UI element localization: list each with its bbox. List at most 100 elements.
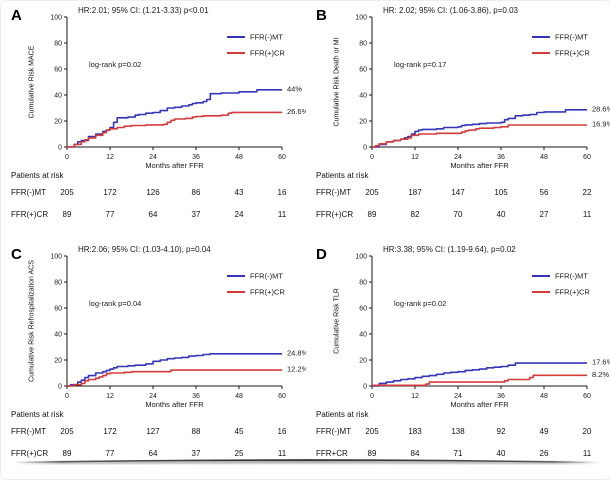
risk-count-value: 205	[365, 427, 379, 436]
y-tick-label: 0	[363, 145, 367, 152]
risk-row-label: FFR(-)MT	[11, 188, 47, 197]
panel-letter: A	[11, 7, 22, 24]
y-tick-label: 20	[54, 119, 62, 126]
y-tick-label: 20	[359, 119, 367, 126]
x-tick-label: 48	[235, 393, 243, 400]
panel-d-tlr: D Cumulative Risk TLR 0 20 40 60 80 100 0 12 24 3…	[306, 240, 610, 479]
risk-count-value: 37	[191, 210, 201, 219]
x-tick-label: 60	[583, 154, 591, 161]
km-curve	[67, 353, 282, 387]
risk-count-value: 127	[146, 427, 160, 436]
risk-row-label: FFR(+)CR	[316, 210, 354, 219]
logrank-label: log-rank p=0.17	[394, 60, 446, 69]
panel-letter: B	[316, 7, 327, 24]
risk-count-value: 86	[191, 188, 201, 197]
end-percentage-label: 28.6%	[592, 104, 610, 113]
risk-count-value: 92	[496, 427, 506, 436]
risk-table-header: Patients at risk	[316, 410, 369, 419]
risk-table-header: Patients at risk	[11, 171, 64, 180]
y-tick-label: 100	[355, 254, 367, 261]
risk-table-header: Patients at risk	[11, 410, 64, 419]
risk-count-value: 49	[539, 427, 549, 436]
risk-table-row: FFR(-)MT 205 172 127 88 45 16	[1, 427, 306, 439]
km-plot: 0 20 40 60 80 100 0 12 24 36 48 60 HR:2.06; 95% CI: …	[50, 245, 306, 409]
risk-count-value: 16	[277, 188, 287, 197]
y-tick-label: 80	[54, 41, 62, 48]
y-tick-label: 60	[54, 306, 62, 313]
risk-count-value: 172	[103, 188, 117, 197]
x-tick-label: 60	[278, 154, 286, 161]
x-tick-label: 36	[497, 154, 505, 161]
risk-count-value: 77	[105, 449, 115, 458]
risk-count-value: 56	[539, 188, 549, 197]
y-tick-label: 60	[359, 306, 367, 313]
x-tick-label: 48	[235, 154, 243, 161]
risk-count-value: 22	[582, 188, 592, 197]
y-tick-label: 40	[359, 93, 367, 100]
risk-count-value: 147	[451, 188, 465, 197]
risk-count-value: 11	[582, 449, 592, 458]
risk-count-value: 26	[539, 449, 549, 458]
end-percentage-label: 8.2%	[592, 370, 609, 379]
x-axis-label: Months after FFR	[145, 400, 204, 409]
legend-label: FFR(+)CR	[555, 288, 590, 297]
end-percentage-label: 17.6%	[592, 358, 610, 367]
y-tick-label: 0	[363, 384, 367, 391]
x-tick-label: 12	[106, 393, 114, 400]
logrank-label: log-rank p=0.04	[89, 299, 141, 308]
risk-count-value: 82	[410, 210, 420, 219]
panel-b-death-mi: B Cumulative Risk Death or MI 0 20 40 60 80 1…	[306, 1, 610, 240]
km-curve	[372, 362, 587, 387]
x-tick-label: 60	[583, 393, 591, 400]
risk-table-header: Patients at risk	[316, 171, 369, 180]
plot-title: HR:2.06; 95% CI: (1.03-4.10), p=0.04	[78, 245, 211, 254]
end-percentage-label: 12.2%	[287, 365, 306, 374]
plot-title: HR:3.38; 95% CI: (1.19-9.64), p=0.02	[383, 245, 516, 254]
risk-count-value: 183	[408, 427, 422, 436]
legend-label: FFR(-)MT	[555, 33, 588, 42]
end-percentage-label: 16.9%	[592, 120, 610, 129]
x-tick-label: 24	[454, 393, 462, 400]
km-curve	[372, 124, 587, 148]
y-tick-label: 0	[58, 384, 62, 391]
x-tick-label: 36	[192, 393, 200, 400]
risk-count-value: 88	[191, 427, 201, 436]
risk-table-row: FFR(+)CR 89 77 64 37 25 11	[1, 449, 306, 461]
x-tick-label: 0	[370, 393, 374, 400]
logrank-label: log-rank p=0.02	[89, 60, 141, 69]
risk-count-value: 172	[103, 427, 117, 436]
plot-title: HR:2.01; 95% CI: (1.21-3.33) p<0.01	[78, 6, 209, 15]
legend-label: FFR(+)CR	[250, 288, 285, 297]
end-percentage-label: 26.6%	[287, 107, 306, 116]
y-tick-label: 20	[54, 358, 62, 365]
legend-label: FFR(-)MT	[250, 33, 283, 42]
risk-table-row: FFR+CR 89 84 71 40 26 11	[306, 449, 610, 461]
risk-count-value: 43	[234, 188, 244, 197]
x-tick-label: 60	[278, 393, 286, 400]
y-tick-label: 40	[54, 93, 62, 100]
risk-count-value: 70	[453, 210, 463, 219]
risk-count-value: 89	[62, 210, 72, 219]
km-plot: 0 20 40 60 80 100 0 12 24 36 48 60 HR:3.38; 95% CI: …	[355, 245, 610, 409]
x-tick-label: 0	[65, 393, 69, 400]
plot-title: HR: 2.02; 95% CI: (1.06-3.86), p=0.03	[383, 6, 519, 15]
y-tick-label: 40	[359, 332, 367, 339]
risk-count-value: 89	[62, 449, 72, 458]
risk-count-value: 126	[146, 188, 160, 197]
x-tick-label: 24	[149, 154, 157, 161]
risk-count-value: 25	[234, 449, 244, 458]
risk-count-value: 64	[148, 210, 158, 219]
legend-label: FFR(+)CR	[555, 49, 590, 58]
y-tick-label: 20	[359, 358, 367, 365]
risk-count-value: 205	[60, 188, 74, 197]
risk-count-value: 89	[367, 210, 377, 219]
y-tick-label: 100	[50, 15, 62, 22]
risk-count-value: 105	[494, 188, 508, 197]
risk-row-label: FFR(+)CR	[11, 210, 49, 219]
x-tick-label: 12	[411, 154, 419, 161]
x-tick-label: 24	[149, 393, 157, 400]
y-tick-label: 60	[54, 67, 62, 74]
x-axis-label: Months after FFR	[145, 161, 204, 170]
x-tick-label: 36	[192, 154, 200, 161]
risk-row-label: FFR(+)CR	[11, 449, 49, 458]
